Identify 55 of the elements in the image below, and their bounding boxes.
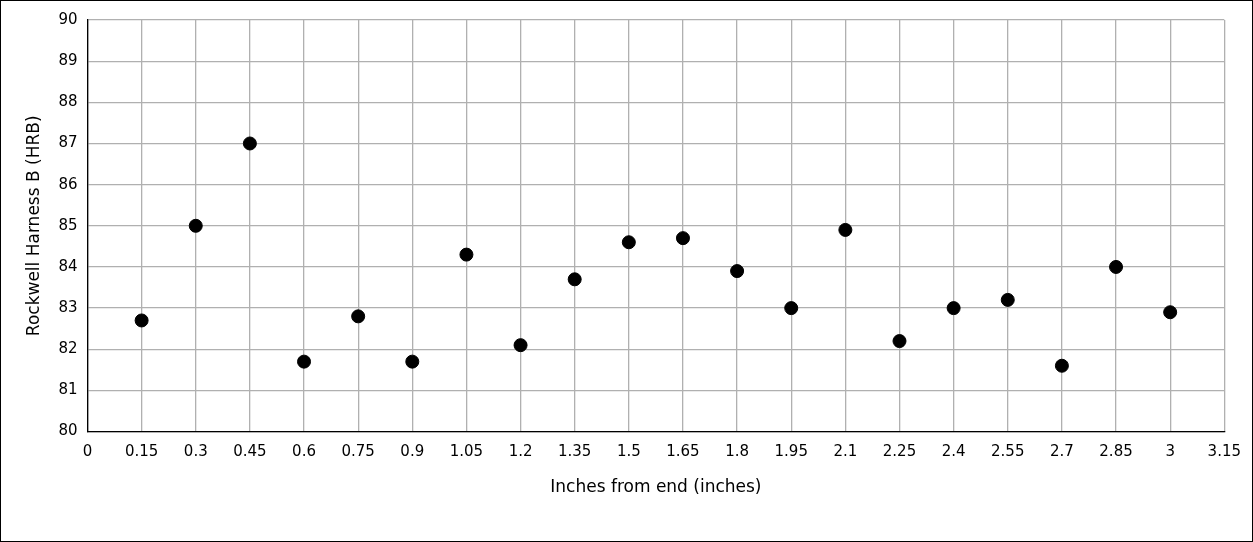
x-tick-label: 2.1	[833, 442, 858, 461]
point	[730, 264, 745, 279]
y-tick-label: 81	[58, 380, 78, 399]
y-tick-label: 85	[58, 215, 78, 234]
x-tick-label: 1.5	[616, 442, 641, 461]
y-axis-title: Rockwell Harness B (HRB)	[22, 115, 43, 337]
x-tick-label: 1.05	[449, 442, 484, 461]
x-tick-label: 0.75	[341, 442, 375, 461]
point	[459, 247, 474, 262]
point	[838, 222, 853, 237]
y-tick-label: 82	[58, 339, 78, 358]
point	[1054, 358, 1069, 373]
x-tick-label: 0	[82, 442, 93, 461]
x-tick-label: 1.65	[666, 442, 700, 461]
x-tick-label: 2.7	[1049, 442, 1074, 461]
point	[134, 313, 149, 328]
x-tick-label: 0.15	[124, 442, 159, 461]
x-tick-label: 3.15	[1207, 442, 1241, 461]
point	[784, 301, 799, 316]
x-tick-label: 0.9	[400, 442, 425, 461]
y-tick-label: 83	[58, 298, 78, 317]
point	[675, 231, 690, 246]
y-tick-label: 86	[58, 174, 78, 193]
x-axis-title: Inches from end (inches)	[550, 476, 762, 497]
point	[1163, 305, 1178, 320]
x-tick-label: 2.55	[991, 442, 1025, 461]
x-tick-label: 1.8	[725, 442, 750, 461]
x-tick-label: 2.85	[1099, 442, 1133, 461]
x-tick-label: 0.3	[183, 442, 208, 461]
point	[946, 301, 961, 316]
y-tick-label: 80	[58, 421, 78, 440]
y-tick-label: 84	[58, 256, 78, 275]
x-tick-label: 1.95	[774, 442, 808, 461]
point	[567, 272, 582, 287]
point	[892, 334, 907, 349]
point	[1000, 292, 1015, 307]
x-tick-label: 2.4	[941, 442, 966, 461]
point	[242, 136, 257, 151]
x-tick-label: 2.25	[882, 442, 917, 461]
y-tick-label: 88	[58, 92, 78, 111]
x-tick-label: 3	[1165, 442, 1175, 461]
point	[188, 218, 203, 233]
x-tick-label: 0.45	[233, 442, 267, 461]
y-tick-label: 87	[58, 133, 78, 152]
x-tick-label: 0.6	[292, 442, 316, 461]
point	[1109, 259, 1124, 274]
point	[351, 309, 366, 324]
point	[513, 338, 528, 353]
point	[297, 354, 312, 369]
point	[405, 354, 420, 369]
x-tick-label: 1.2	[508, 442, 533, 461]
y-tick-label: 89	[58, 51, 78, 70]
y-tick-label: 90	[58, 9, 78, 28]
x-tick-label: 1.35	[557, 442, 592, 461]
point	[621, 235, 636, 250]
